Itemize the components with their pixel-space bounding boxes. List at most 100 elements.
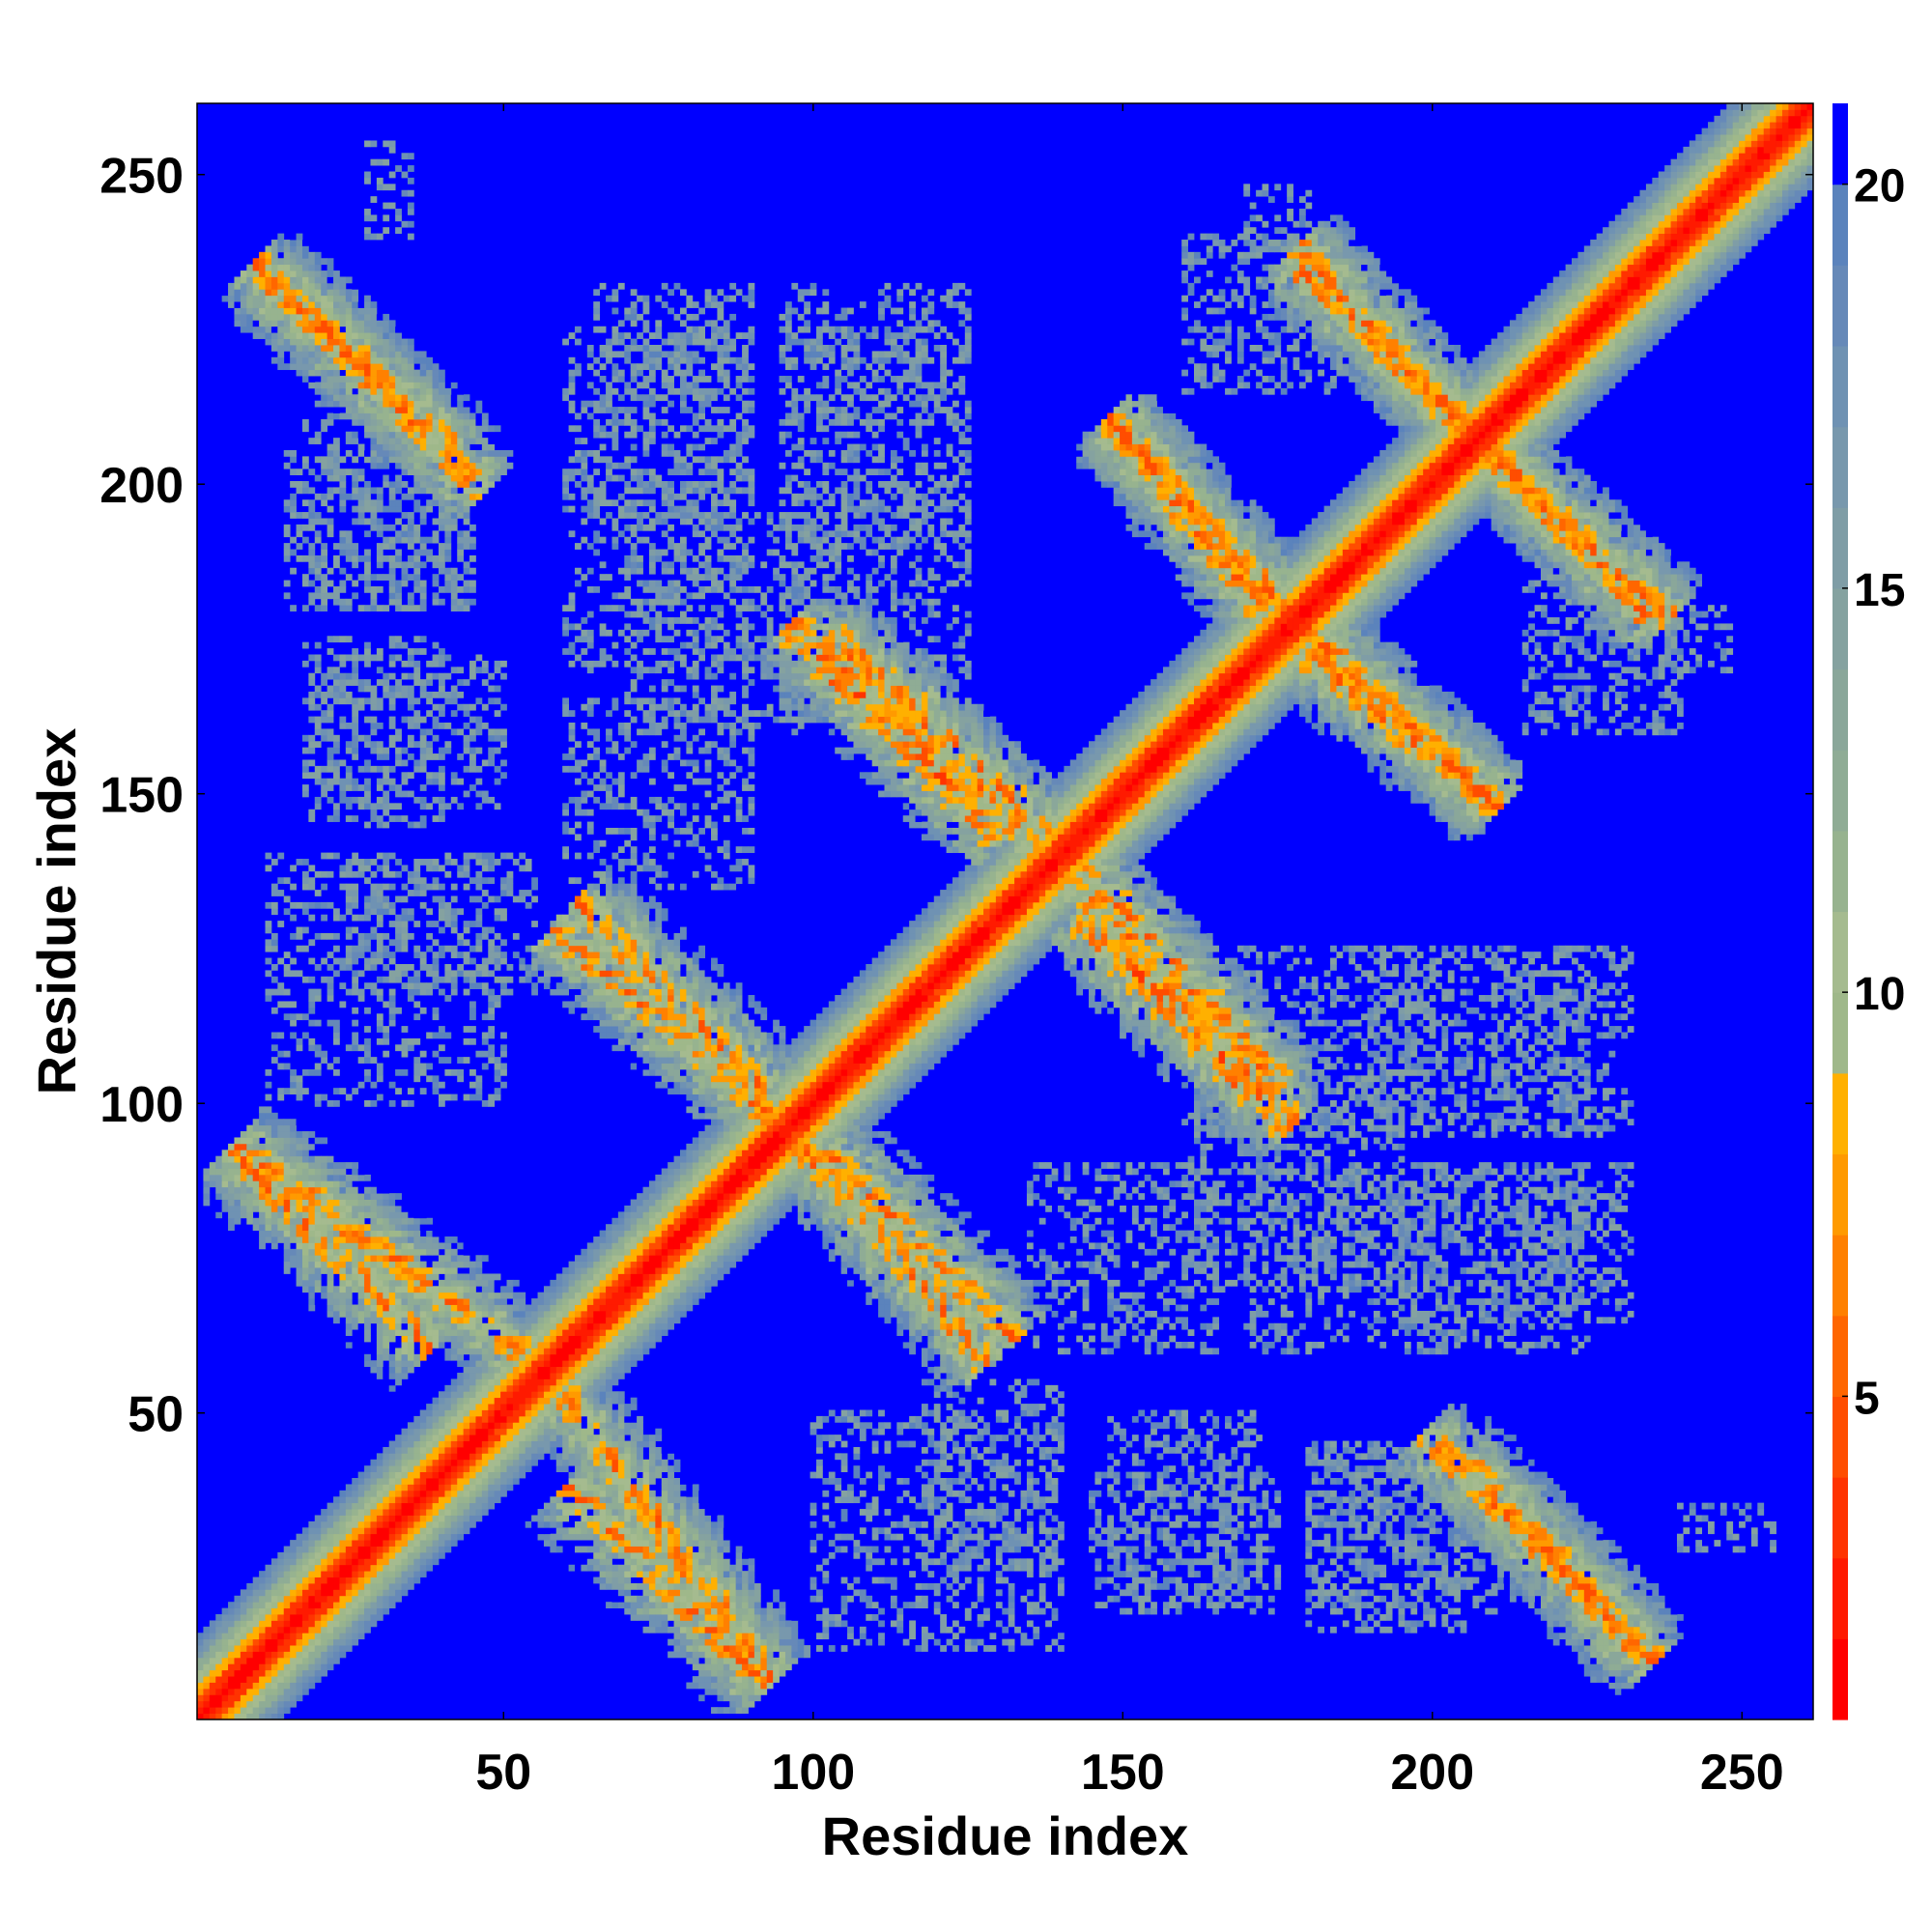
heatmap-cell bbox=[1157, 1515, 1164, 1521]
heatmap-cell bbox=[495, 1391, 501, 1398]
heatmap-cell bbox=[1330, 1478, 1337, 1485]
heatmap-cell bbox=[327, 1509, 334, 1516]
heatmap-cell bbox=[370, 1503, 377, 1510]
heatmap-cell bbox=[500, 1435, 507, 1441]
heatmap-cell bbox=[1132, 1577, 1139, 1584]
heatmap-cell bbox=[791, 1620, 798, 1627]
heatmap-cell bbox=[346, 1484, 353, 1491]
heatmap-cell bbox=[1002, 1577, 1009, 1584]
heatmap-cell bbox=[1454, 1465, 1461, 1472]
heatmap-cell bbox=[1343, 1620, 1350, 1627]
heatmap-cell bbox=[277, 1689, 284, 1695]
heatmap-cell bbox=[631, 1472, 638, 1479]
heatmap-cell bbox=[1052, 1478, 1059, 1485]
heatmap-cell bbox=[618, 1571, 625, 1577]
heatmap-cell bbox=[556, 1354, 563, 1361]
heatmap-cell bbox=[587, 1491, 594, 1497]
heatmap-cell bbox=[544, 1416, 551, 1423]
heatmap-cell bbox=[1021, 1404, 1028, 1410]
heatmap-cell bbox=[575, 1435, 582, 1441]
heatmap-cell bbox=[1584, 1658, 1591, 1664]
heatmap-cell bbox=[1454, 1534, 1461, 1541]
heatmap-cell bbox=[680, 1503, 687, 1510]
heatmap-cell bbox=[909, 1633, 916, 1639]
heatmap-cell bbox=[413, 1521, 420, 1528]
heatmap-cell bbox=[1454, 1410, 1461, 1417]
heatmap-cell bbox=[1200, 1447, 1207, 1454]
heatmap-cell bbox=[624, 1602, 631, 1608]
heatmap-cell bbox=[259, 1577, 266, 1584]
heatmap-cell bbox=[513, 1465, 520, 1472]
heatmap-cell bbox=[402, 1491, 409, 1497]
heatmap-cell bbox=[358, 1620, 365, 1627]
heatmap-cell bbox=[618, 1602, 625, 1608]
heatmap-cell bbox=[439, 1404, 445, 1410]
heatmap-cell bbox=[674, 1478, 681, 1485]
heatmap-cell bbox=[469, 1484, 476, 1491]
heatmap-cell bbox=[395, 1491, 402, 1497]
heatmap-cell bbox=[241, 1658, 247, 1664]
heatmap-cell bbox=[606, 1447, 612, 1454]
heatmap-cell bbox=[693, 1651, 699, 1658]
heatmap-cell bbox=[606, 1478, 612, 1485]
heatmap-cell bbox=[668, 1558, 674, 1565]
heatmap-cell bbox=[773, 1608, 780, 1615]
heatmap-cell bbox=[1423, 1521, 1430, 1528]
heatmap-cell bbox=[1120, 1429, 1126, 1435]
heatmap-cell bbox=[618, 1577, 625, 1584]
heatmap-cell bbox=[1330, 1583, 1337, 1590]
heatmap-cell bbox=[290, 1651, 297, 1658]
heatmap-cell bbox=[909, 1571, 916, 1577]
heatmap-cell bbox=[1615, 1589, 1622, 1596]
heatmap-cell bbox=[426, 1491, 433, 1497]
heatmap-cell bbox=[346, 1552, 353, 1559]
heatmap-cell bbox=[210, 1658, 216, 1664]
heatmap-cell bbox=[1634, 1602, 1640, 1608]
heatmap-cell bbox=[724, 1694, 730, 1701]
heatmap-cell bbox=[1628, 1571, 1634, 1577]
heatmap-cell bbox=[1603, 1608, 1609, 1615]
heatmap-cell bbox=[1423, 1552, 1430, 1559]
heatmap-cell bbox=[1577, 1627, 1584, 1634]
heatmap-cell bbox=[989, 1447, 996, 1454]
heatmap-cell bbox=[1349, 1558, 1355, 1565]
heatmap-cell bbox=[724, 1589, 730, 1596]
heatmap-cell bbox=[705, 1676, 712, 1683]
heatmap-cell bbox=[1349, 1577, 1355, 1584]
heatmap-cell bbox=[1176, 1478, 1182, 1485]
heatmap-cell bbox=[1027, 1447, 1034, 1454]
heatmap-cell bbox=[1615, 1627, 1622, 1634]
heatmap-cell bbox=[655, 1472, 662, 1479]
heatmap-cell bbox=[606, 1577, 612, 1584]
heatmap-cell bbox=[370, 1608, 377, 1615]
heatmap-cell bbox=[308, 1645, 315, 1652]
heatmap-cell bbox=[1045, 1496, 1052, 1503]
heatmap-cell bbox=[1157, 1441, 1164, 1448]
heatmap-cell bbox=[210, 1663, 216, 1670]
heatmap-cell bbox=[1621, 1676, 1628, 1683]
heatmap-cell bbox=[841, 1453, 848, 1460]
heatmap-cell bbox=[853, 1552, 860, 1559]
heatmap-cell bbox=[965, 1385, 972, 1392]
heatmap-cell bbox=[1225, 1460, 1232, 1466]
heatmap-cell bbox=[1559, 1540, 1566, 1547]
heatmap-cell bbox=[649, 1503, 656, 1510]
heatmap-cell bbox=[339, 1639, 346, 1646]
heatmap-cell bbox=[284, 1614, 291, 1621]
heatmap-cell bbox=[618, 1484, 625, 1491]
heatmap-cell bbox=[649, 1460, 656, 1466]
heatmap-cell bbox=[1163, 1491, 1170, 1497]
heatmap-cell bbox=[1479, 1509, 1486, 1516]
heatmap-cell bbox=[618, 1534, 625, 1541]
heatmap-cell bbox=[1014, 1416, 1021, 1423]
heatmap-cell bbox=[1572, 1602, 1578, 1608]
heatmap-cell bbox=[934, 1478, 941, 1485]
heatmap-cell bbox=[364, 1583, 371, 1590]
heatmap-cell bbox=[958, 1447, 965, 1454]
heatmap-cell bbox=[655, 1565, 662, 1572]
heatmap-cell bbox=[748, 1670, 754, 1677]
heatmap-cell bbox=[693, 1577, 699, 1584]
heatmap-cell bbox=[711, 1676, 718, 1683]
heatmap-cell bbox=[637, 1534, 643, 1541]
heatmap-cell bbox=[538, 1385, 545, 1392]
